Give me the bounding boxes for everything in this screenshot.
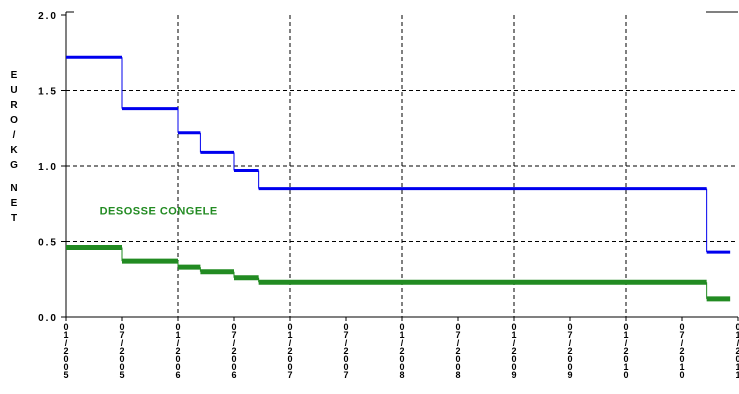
x-tick-labels: 0 1/2 0 0 5 0 7/2 0 0 5 0 1/2 0 0 6 0 7/2 0 0 6 0 1/2 0 0 7 0 7/2 0…	[63, 322, 739, 380]
x-tick-label-10: 0 1/2 0 1 0	[623, 322, 628, 380]
x-tick-label-4: 0 1/2 0 0 7	[287, 322, 292, 380]
annotation-0: DESOSSE CONGELE	[100, 205, 218, 217]
x-tick-label-3: 0 7/2 0 0 6	[231, 322, 236, 380]
x-tick-label-7: 0 7/2 0 0 8	[455, 322, 460, 380]
axes	[61, 11, 739, 321]
series-lines	[66, 55, 731, 302]
x-tick-label-0: 0 1/2 0 0 5	[63, 322, 68, 380]
x-tick-label-9: 0 7/2 0 0 9	[567, 322, 572, 380]
y-tick-label-4: 2.0	[38, 11, 58, 22]
y-tick-label-1: 0.5	[38, 238, 58, 249]
x-tick-label-5: 0 7/2 0 0 7	[343, 322, 348, 380]
x-tick-label-8: 0 1/2 0 0 9	[511, 322, 516, 380]
annotations: DESOSSE CONGELE	[100, 205, 218, 217]
y-tick-label-3: 1.5	[38, 87, 58, 98]
x-tick-label-11: 0 7/2 0 1 0	[679, 322, 684, 380]
y-tick-label-2: 1.0	[38, 162, 58, 173]
x-tick-label-1: 0 7/2 0 0 5	[119, 322, 124, 380]
y-axis-label-text: E U R O / K G N E T	[10, 70, 18, 224]
grid-lines	[66, 15, 738, 317]
y-tick-label-0: 0.0	[38, 313, 58, 324]
y-tick-labels: 0.0 0.5 1.0 1.5 2.0	[38, 11, 58, 324]
x-tick-label-6: 0 1/2 0 0 8	[399, 322, 404, 380]
x-tick-label-2: 0 1/2 0 0 6	[175, 322, 180, 380]
y-axis-label: E U R O / K G N E T	[10, 70, 18, 224]
